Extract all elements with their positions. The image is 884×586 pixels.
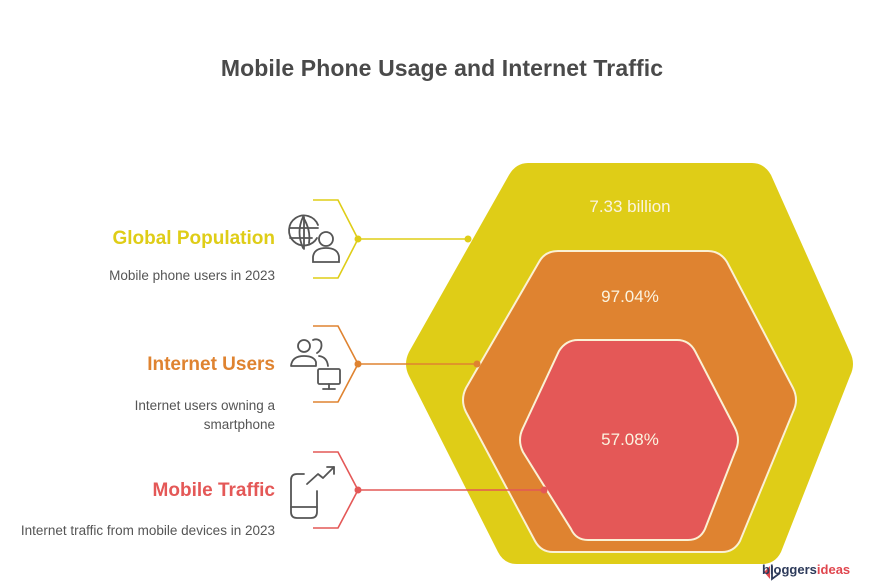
bloggersideas-logo-icon (764, 566, 781, 581)
desc-internet-users: Internet users owning a smartphone (134, 398, 275, 432)
brand-logo: bloggersideas (762, 562, 850, 577)
hexagon-mobile-traffic (519, 339, 739, 541)
label-mobile-traffic: Mobile Traffic (152, 480, 275, 501)
desc-mobile-traffic: Internet traffic from mobile devices in … (20, 523, 275, 538)
connector-global-population (313, 199, 468, 279)
desc-global-population: Mobile phone users in 2023 (109, 268, 275, 283)
label-global-population: Global Population (112, 228, 275, 249)
phone-trend-icon (290, 466, 335, 519)
label-internet-users: Internet Users (147, 354, 275, 375)
value-mobile-traffic: 57.08% (601, 430, 659, 449)
users-monitor-icon (290, 338, 341, 390)
page-title: Mobile Phone Usage and Internet Traffic (220, 55, 664, 81)
value-internet-users: 97.04% (601, 287, 659, 306)
logo-text-bloggers: bloggers (762, 562, 817, 577)
globe-person-icon (288, 214, 340, 263)
logo-text-ideas: ideas (816, 562, 851, 577)
value-global-population: 7.33 billion (589, 197, 671, 216)
